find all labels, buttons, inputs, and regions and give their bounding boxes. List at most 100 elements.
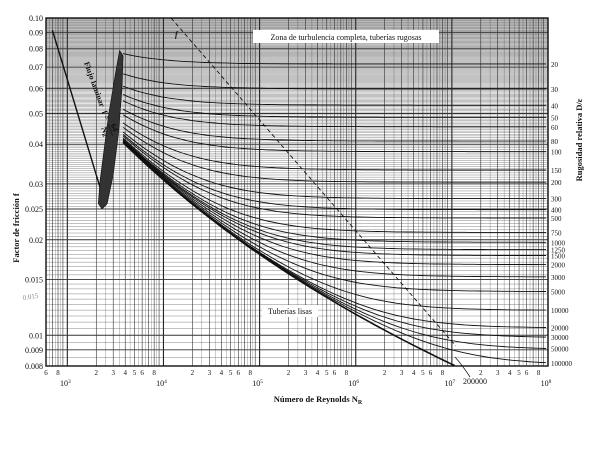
plot-frame bbox=[45, 17, 549, 367]
x-minor-tick-label: 2 bbox=[287, 369, 291, 377]
y-tick-label: 0.025 bbox=[25, 205, 43, 214]
y-axis-label: Factor de fricción f bbox=[11, 193, 21, 263]
x-minor-tick-label: 5 bbox=[133, 369, 137, 377]
roughness-curve bbox=[123, 53, 547, 65]
x-minor-tick-label: 6 bbox=[333, 369, 337, 377]
y-tick-label: 0.02 bbox=[29, 236, 43, 245]
roughness-curve bbox=[122, 85, 547, 106]
x-minor-tick-label: 5 bbox=[421, 369, 425, 377]
turbulence-boundary-line bbox=[170, 17, 457, 347]
y-tick-label: 0.01 bbox=[29, 331, 43, 340]
x-minor-tick-label: 2 bbox=[479, 369, 483, 377]
roughness-curve bbox=[122, 131, 547, 200]
y-tick-label: 0.04 bbox=[29, 140, 43, 149]
x-minor-tick-label: 5 bbox=[229, 369, 233, 377]
axis-labels: 0.100.090.080.070.060.050.040.030.0250.0… bbox=[25, 14, 573, 388]
roughness-label: 50 bbox=[551, 114, 559, 122]
smooth-pipes-label: Tuberías lisas bbox=[268, 307, 312, 316]
x-minor-tick-label: 3 bbox=[496, 369, 500, 377]
x-minor-tick-label: 6 bbox=[44, 369, 48, 377]
x-minor-tick-label: 6 bbox=[140, 369, 144, 377]
y-tick-label: 0.009 bbox=[25, 346, 43, 355]
roughness-label: 20 bbox=[551, 61, 559, 69]
x-decade-label: 103 bbox=[60, 379, 71, 388]
x-minor-tick-label: 4 bbox=[123, 369, 127, 377]
x-minor-tick-label: 5 bbox=[325, 369, 329, 377]
reynolds-200000-label: 200000 bbox=[463, 377, 487, 386]
roughness-curve bbox=[122, 138, 547, 243]
roughness-curve bbox=[122, 94, 547, 118]
x-minor-tick-label: 8 bbox=[537, 369, 541, 377]
roughness-curve bbox=[122, 139, 547, 251]
x-minor-tick-label: 2 bbox=[191, 369, 195, 377]
roughness-curve bbox=[122, 126, 547, 183]
x-minor-tick-label: 5 bbox=[517, 369, 521, 377]
x-decade-label: 108 bbox=[541, 379, 552, 388]
roughness-curve bbox=[122, 140, 547, 266]
roughness-label: 750 bbox=[551, 229, 562, 237]
roughness-label: 40 bbox=[551, 102, 559, 110]
reynolds-200000-pointer bbox=[454, 356, 471, 378]
x-minor-tick-label: 6 bbox=[237, 369, 241, 377]
y2-axis-label: Rugosidad relativa D/ε bbox=[574, 98, 584, 181]
x-minor-tick-label: 3 bbox=[208, 369, 212, 377]
x-minor-tick-label: 3 bbox=[304, 369, 308, 377]
roughness-label: 50000 bbox=[551, 346, 569, 354]
roughness-label: 10000 bbox=[551, 307, 569, 315]
roughness-label: 150 bbox=[551, 167, 562, 175]
roughness-label: 400 bbox=[551, 207, 562, 215]
x-axis-label: Número de Reynolds NR bbox=[274, 394, 363, 406]
x-minor-tick-label: 2 bbox=[95, 369, 99, 377]
svg-text:f =: f = bbox=[100, 109, 112, 121]
roughness-curve bbox=[122, 137, 547, 233]
roughness-label: 3000 bbox=[551, 274, 566, 282]
y-tick-label: 0.06 bbox=[29, 84, 43, 93]
roughness-label: 300 bbox=[551, 196, 562, 204]
dashed-line-label: f bbox=[175, 30, 179, 39]
roughness-label: 2000 bbox=[551, 262, 566, 270]
roughness-curve bbox=[122, 139, 547, 256]
x-minor-tick-label: 8 bbox=[441, 369, 445, 377]
roughness-label: 100 bbox=[551, 149, 562, 157]
roughness-curve bbox=[122, 122, 547, 171]
roughness-curve bbox=[122, 100, 547, 128]
friction-curves bbox=[51, 17, 547, 367]
y-tick-label: 0.07 bbox=[29, 63, 43, 72]
svg-text:64: 64 bbox=[109, 122, 120, 133]
turbulence-zone-box bbox=[253, 30, 439, 43]
x-minor-tick-label: 2 bbox=[383, 369, 387, 377]
roughness-label: 20000 bbox=[551, 325, 569, 333]
smooth-pipe-curve bbox=[122, 141, 456, 367]
y-tick-label: 0.05 bbox=[29, 110, 43, 119]
roughness-label: 1250 bbox=[551, 247, 566, 255]
handwritten-note: 0.015 bbox=[22, 292, 39, 302]
y-tick-label: 0.08 bbox=[29, 45, 43, 54]
x-minor-tick-label: 8 bbox=[345, 369, 349, 377]
x-minor-tick-label: 4 bbox=[508, 369, 512, 377]
y-tick-label: 0.10 bbox=[29, 14, 43, 23]
roughness-label: 1500 bbox=[551, 253, 566, 261]
x-decade-label: 105 bbox=[252, 379, 263, 388]
roughness-curve bbox=[122, 141, 547, 292]
roughness-curve bbox=[122, 73, 547, 90]
y-tick-label: 0.03 bbox=[29, 180, 43, 189]
roughness-label: 1000 bbox=[551, 239, 566, 247]
roughness-label: 200 bbox=[551, 179, 562, 187]
roughness-label: 100000 bbox=[551, 360, 573, 368]
roughness-label: 5000 bbox=[551, 288, 566, 296]
roughness-label: 500 bbox=[551, 215, 562, 223]
roughness-curve bbox=[122, 114, 547, 153]
x-minor-tick-label: 8 bbox=[152, 369, 156, 377]
roughness-label: 80 bbox=[551, 138, 559, 146]
x-minor-tick-label: 4 bbox=[316, 369, 320, 377]
svg-text:NR: NR bbox=[98, 126, 111, 139]
x-minor-tick-label: 8 bbox=[249, 369, 253, 377]
x-minor-tick-label: 3 bbox=[111, 369, 115, 377]
x-minor-tick-label: 4 bbox=[220, 369, 224, 377]
roughness-curve bbox=[122, 108, 547, 142]
y-tick-label: 0.015 bbox=[25, 275, 43, 284]
roughness-label: 60 bbox=[551, 124, 559, 132]
laminar-flow-line bbox=[51, 30, 107, 206]
